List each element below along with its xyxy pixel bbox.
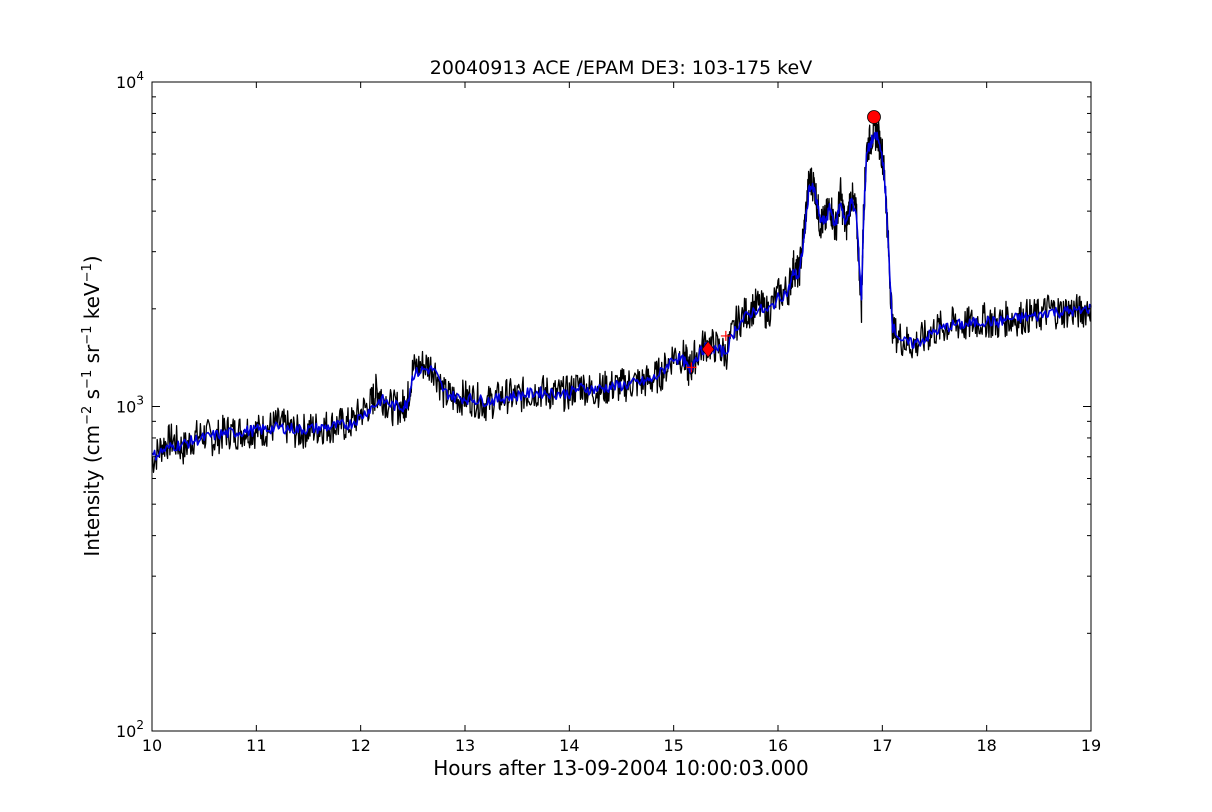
y-label-mid2: sr — [80, 344, 104, 370]
y-label-suffix: ) — [80, 255, 104, 263]
x-tick-label: 13 — [455, 736, 475, 755]
x-tick-label: 11 — [246, 736, 266, 755]
y-tick-exponent: 3 — [136, 394, 144, 408]
x-axis-label: Hours after 13-09-2004 10:00:03.000 — [433, 756, 809, 780]
y-label-exp3: −1 — [80, 326, 95, 345]
y-label-mid1: s — [80, 389, 104, 406]
y-tick-base: 10 — [116, 398, 136, 417]
peak-circle-marker — [867, 110, 881, 124]
plus-marker — [720, 330, 731, 341]
diamond-marker — [701, 340, 715, 358]
y-label-exp2: −1 — [80, 370, 95, 389]
x-tick-label: 18 — [976, 736, 996, 755]
y-label-mid3: keV — [80, 282, 104, 326]
x-tick-label: 17 — [872, 736, 892, 755]
series-raw-line — [151, 116, 1092, 473]
y-label-prefix: Intensity (cm — [80, 425, 104, 557]
x-tick-label: 19 — [1081, 736, 1101, 755]
y-tick-base: 10 — [116, 73, 136, 92]
marker-layer — [686, 110, 881, 373]
y-label-exp4: −1 — [80, 263, 95, 282]
y-tick-label: 102 — [116, 718, 144, 741]
chart-title: 20040913 ACE /EPAM DE3: 103-175 keV — [430, 57, 812, 79]
y-tick-base: 10 — [116, 722, 136, 741]
x-tick-label: 16 — [768, 736, 788, 755]
x-tick-label: 12 — [350, 736, 370, 755]
plus-marker — [686, 362, 697, 373]
y-axis-label: Intensity (cm−2 s−1 sr−1 keV−1) — [80, 255, 104, 556]
y-tick-exponent: 2 — [136, 718, 144, 732]
x-tick-label: 10 — [142, 736, 162, 755]
x-tick-label: 14 — [559, 736, 579, 755]
y-tick-label: 104 — [116, 69, 144, 92]
series-layer — [151, 116, 1092, 473]
y-tick-exponent: 4 — [136, 69, 144, 83]
y-label-exp1: −2 — [80, 406, 95, 425]
x-tick-label: 15 — [663, 736, 683, 755]
series-smoothed-line — [151, 131, 1092, 461]
y-tick-label: 103 — [116, 394, 144, 417]
